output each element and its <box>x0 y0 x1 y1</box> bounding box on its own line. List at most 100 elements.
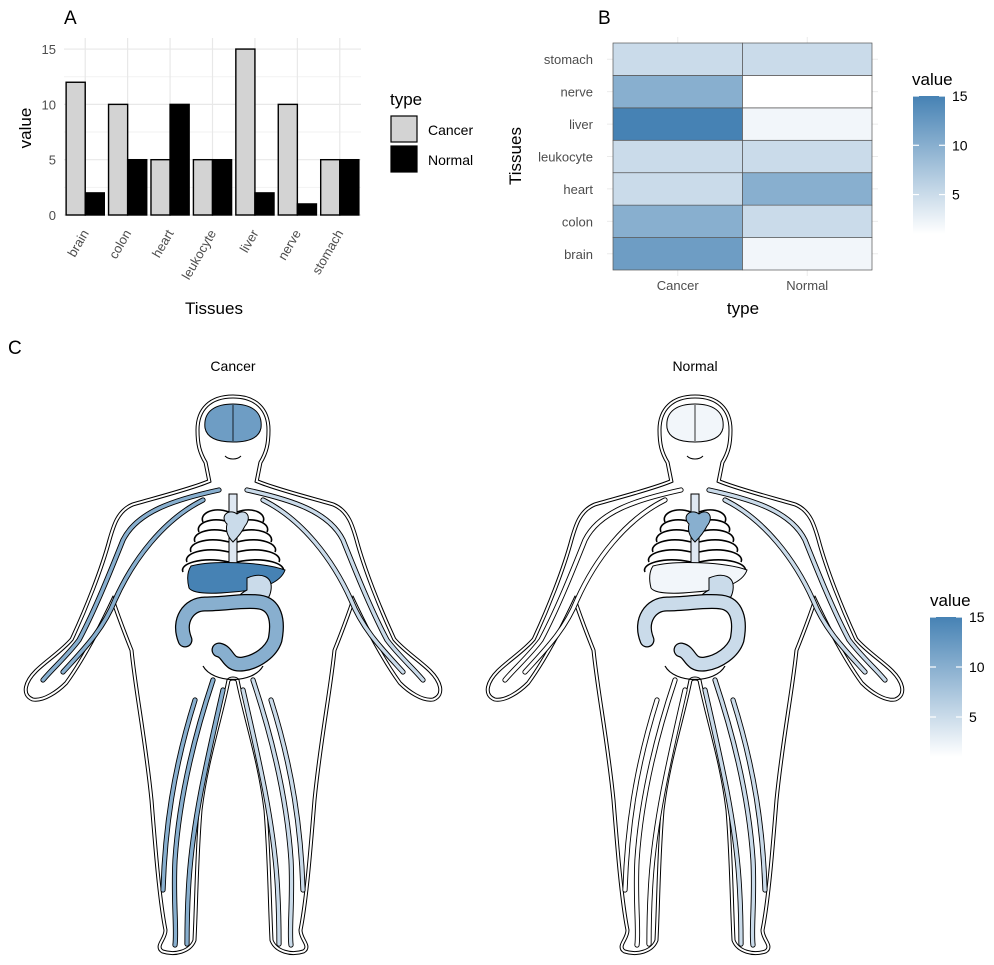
mouth <box>224 455 242 460</box>
bar-brain-normal <box>84 192 106 216</box>
legend-label-cancer: Cancer <box>428 122 473 138</box>
organ-colon <box>638 595 745 671</box>
rib <box>698 509 727 523</box>
bar-chart-legend: type Cancer Normal <box>390 90 473 173</box>
x-tick-label: brain <box>64 227 91 260</box>
bar-liver-cancer <box>235 48 256 216</box>
heatmap-legend-title: value <box>912 70 953 89</box>
rib <box>663 509 692 523</box>
mouth <box>686 455 704 460</box>
y-tick-label: 15 <box>42 42 56 57</box>
rib <box>643 559 692 573</box>
heatmap-x-ticks: Cancer Normal <box>657 278 829 293</box>
pelvis <box>202 665 264 681</box>
vessel-leukocyte <box>723 498 867 674</box>
facet-label-cancer: Cancer <box>210 358 255 374</box>
vessel-nerve <box>523 498 667 674</box>
vessel-nerve <box>172 678 215 947</box>
panel-c: C Cancer Normal value 5 10 15 <box>8 338 985 956</box>
bar-leukocyte-cancer <box>192 158 214 216</box>
vessel-leukocyte <box>251 678 294 947</box>
bar-liver-normal <box>254 192 275 216</box>
heatmap-cell-brain-normal <box>742 237 873 271</box>
rib <box>236 509 265 523</box>
rib <box>647 549 692 563</box>
heatmap-legend: value 5 10 15 <box>912 70 968 234</box>
facet-label-normal: Normal <box>672 358 717 374</box>
organ-heart <box>223 511 249 543</box>
rib <box>193 529 230 543</box>
legend-key-cancer <box>390 115 418 143</box>
colorbar-label: 10 <box>952 137 968 153</box>
heatmap-x-tick: Cancer <box>657 278 700 293</box>
heatmap-y-title: Tissues <box>506 127 525 185</box>
panel-c-letter: C <box>8 338 22 359</box>
vessel-leukocyte <box>713 678 756 947</box>
rib <box>201 509 230 523</box>
colorbar-label: 10 <box>969 659 985 675</box>
vessel-leukocyte <box>269 698 305 892</box>
bar-stomach-normal <box>339 158 360 216</box>
anatomogram-cancer <box>23 394 443 956</box>
rib <box>236 539 277 553</box>
y-tick-label: 5 <box>49 153 56 168</box>
bar-chart-bars <box>65 48 360 216</box>
y-tick-label: 10 <box>42 97 56 112</box>
rib <box>698 549 743 563</box>
heatmap-y-tick: heart <box>563 182 593 197</box>
heatmap-cell-leukocyte-normal <box>742 139 873 174</box>
vessel-nerve <box>41 488 221 682</box>
rib <box>698 539 739 553</box>
rib <box>185 549 230 563</box>
heatmap-y-tick: stomach <box>544 52 593 67</box>
heatmap-cell-stomach-normal <box>742 42 873 76</box>
x-tick-label: stomach <box>309 227 347 277</box>
bar-chart-y-ticks: 0 5 10 15 <box>42 42 56 223</box>
bar-colon-cancer <box>107 103 129 216</box>
anatomogram-legend-title: value <box>930 591 971 610</box>
rib <box>655 529 692 543</box>
organ-heart <box>685 511 711 543</box>
heatmap-cell-colon-cancer <box>612 204 743 238</box>
heatmap-cell-stomach-cancer <box>612 42 743 76</box>
heatmap-y-tick: leukocyte <box>538 150 593 165</box>
colorbar-label: 5 <box>952 187 960 203</box>
x-tick-label: nerve <box>275 227 304 263</box>
vessel-nerve <box>647 688 687 946</box>
anatomogram-normal <box>485 394 905 956</box>
bar-chart-y-title: value <box>16 108 35 149</box>
bar-heart-normal <box>169 103 190 216</box>
vessel-leukocyte <box>731 698 767 892</box>
heatmap-x-title: type <box>727 299 759 318</box>
heatmap-cells <box>612 42 873 271</box>
vessel-nerve <box>503 488 683 682</box>
organ-colon <box>176 595 283 671</box>
vessel-leukocyte <box>261 498 405 674</box>
vessel-nerve <box>161 698 197 892</box>
heatmap-y-tick: brain <box>564 247 593 262</box>
colorbar-label: 15 <box>969 609 985 625</box>
bar-heart-cancer <box>150 158 171 216</box>
bar-nerve-cancer <box>277 103 299 216</box>
bar-leukocyte-normal <box>211 158 233 216</box>
vessel-nerve <box>61 498 205 674</box>
heatmap-cell-liver-cancer <box>612 107 743 141</box>
vessel-nerve <box>623 698 659 892</box>
heatmap-cell-brain-cancer <box>612 237 743 271</box>
bar-stomach-cancer <box>319 158 341 216</box>
heatmap-cell-liver-normal <box>742 107 873 141</box>
heatmap-cell-colon-normal <box>742 204 873 238</box>
heatmap-y-tick: liver <box>569 117 594 132</box>
bar-brain-cancer <box>65 81 86 216</box>
colorbar-label: 15 <box>952 88 968 104</box>
x-tick-label: liver <box>237 226 262 255</box>
heatmap-cell-leukocyte-cancer <box>612 139 743 174</box>
x-tick-label: colon <box>106 227 135 261</box>
y-tick-label: 0 <box>49 208 56 223</box>
heatmap-x-tick: Normal <box>786 278 828 293</box>
heatmap-y-tick: colon <box>562 214 593 229</box>
vessel-leukocyte <box>703 688 743 946</box>
rib <box>651 539 692 553</box>
heatmap-cell-heart-normal <box>742 172 873 206</box>
